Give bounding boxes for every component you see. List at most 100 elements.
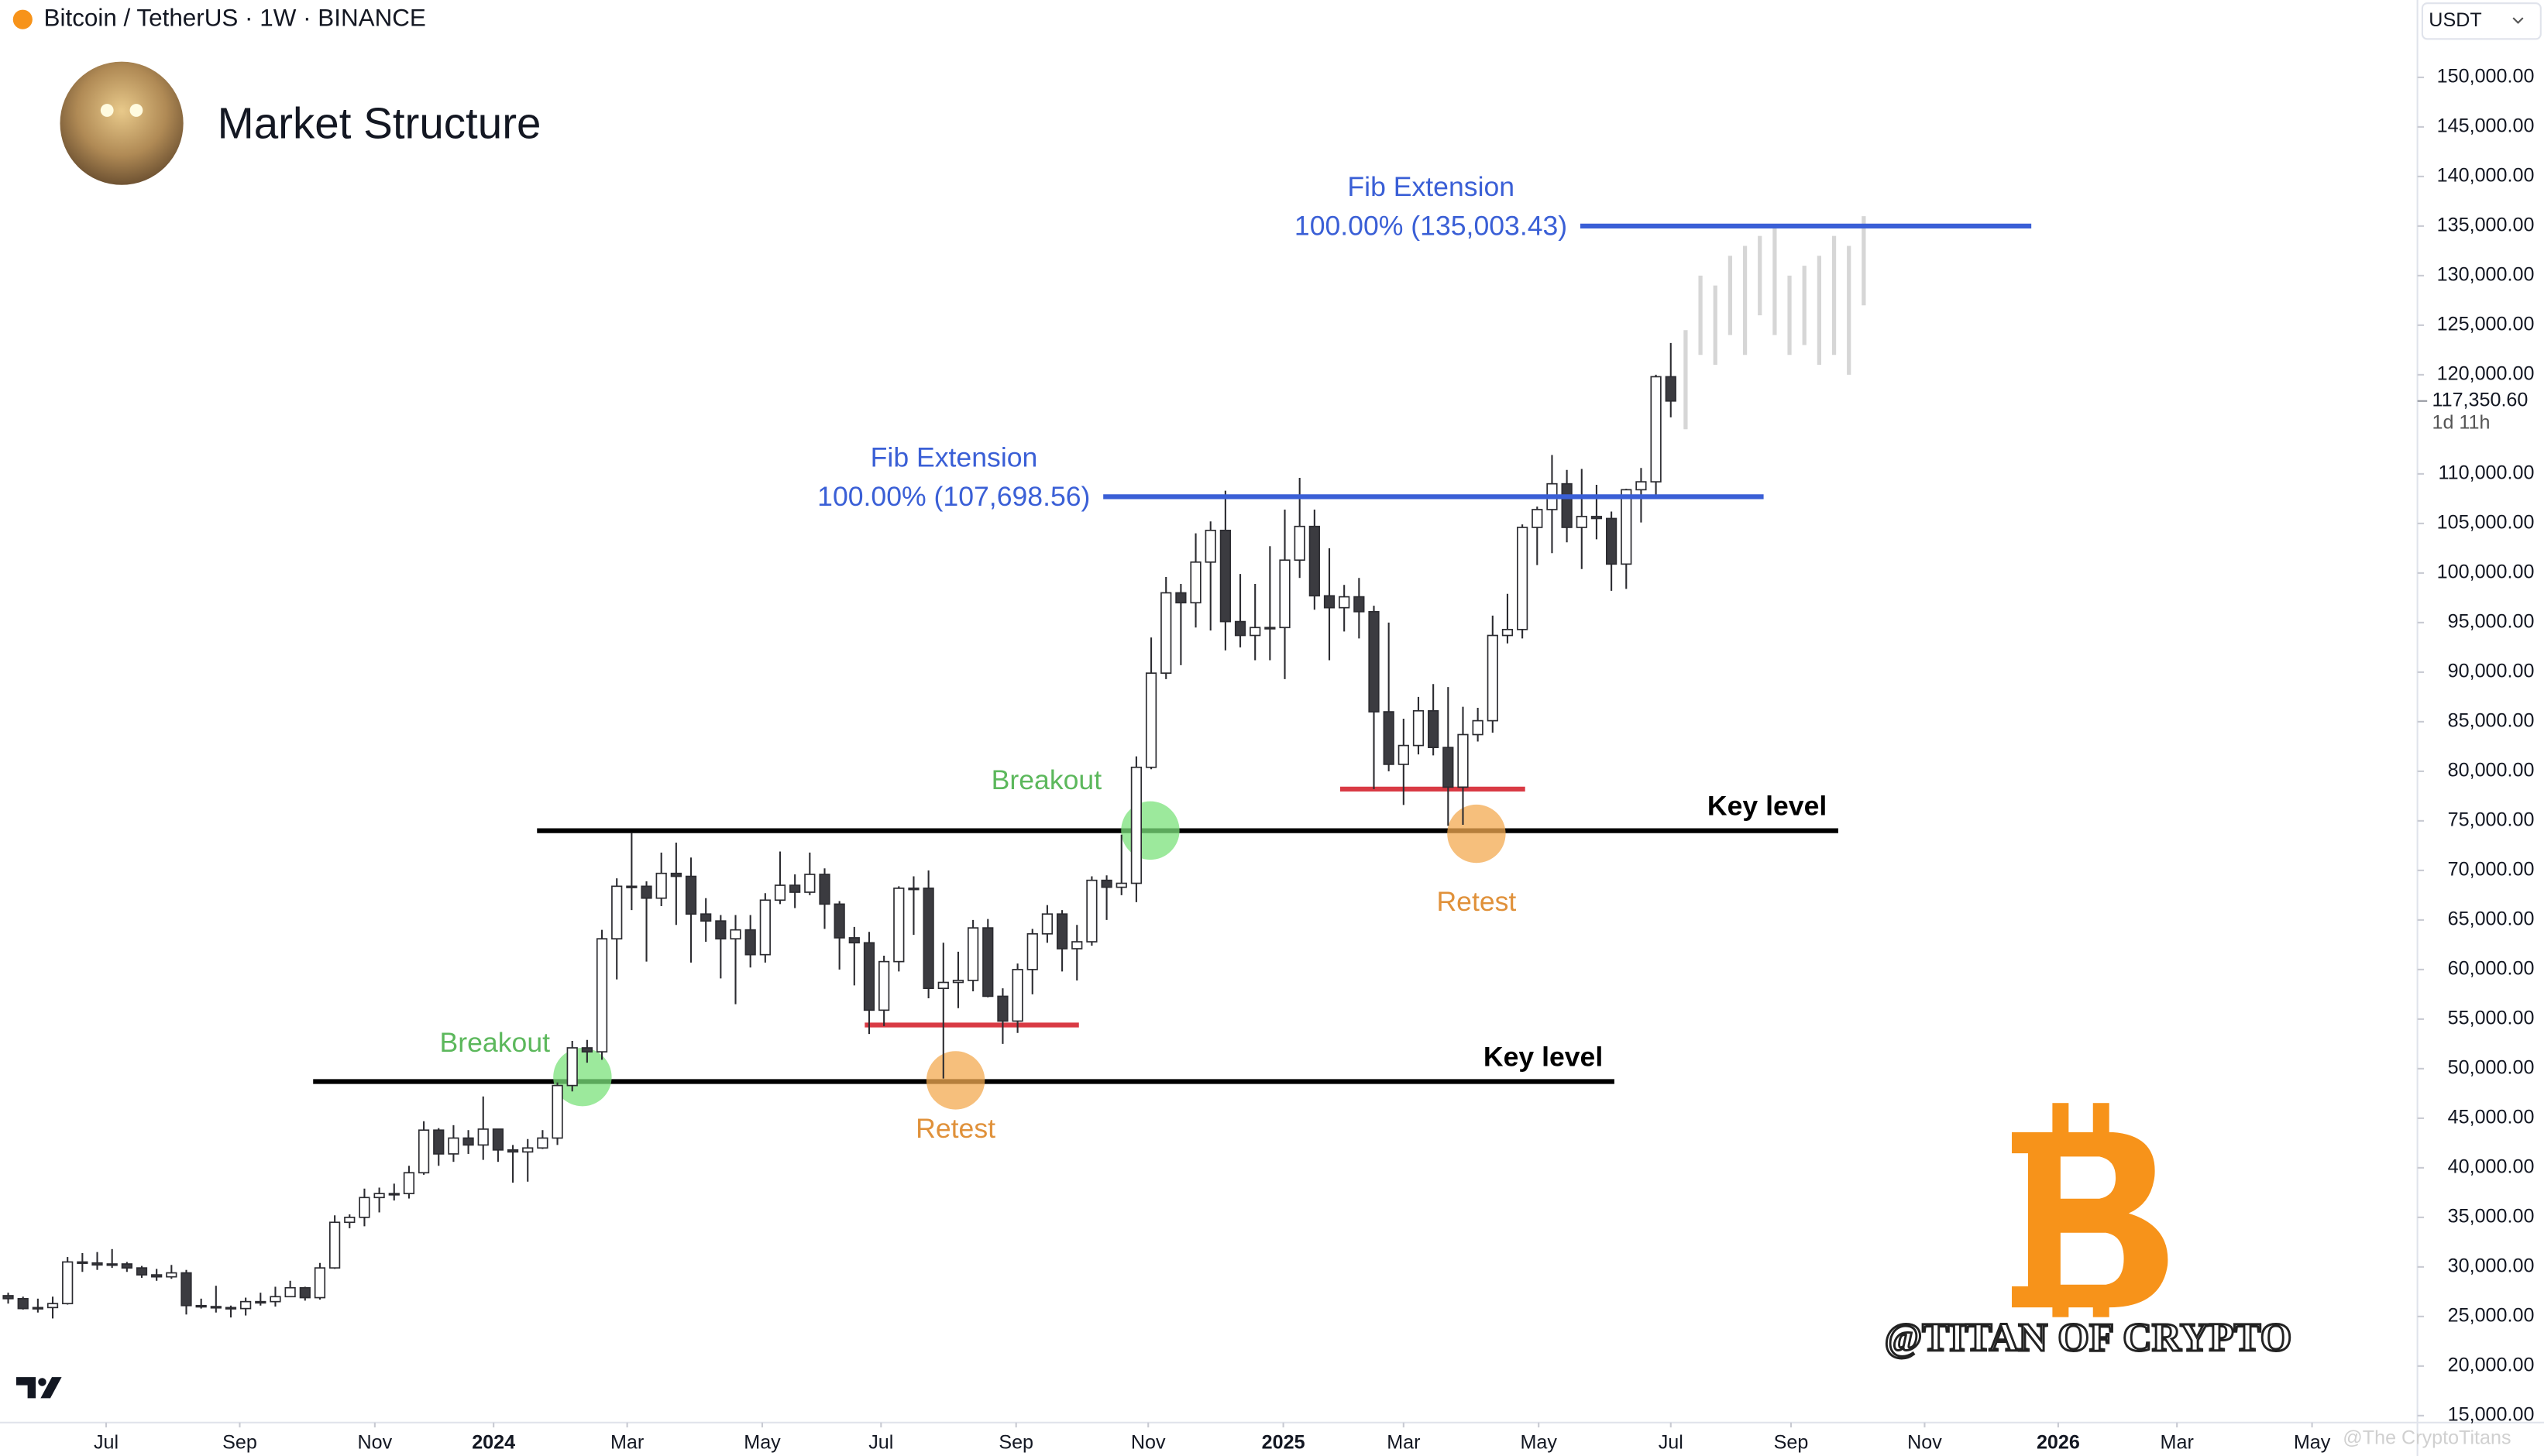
candle-body bbox=[863, 942, 875, 1011]
candle-body bbox=[1501, 628, 1514, 637]
candle-body bbox=[1576, 516, 1587, 528]
candle-body bbox=[611, 885, 623, 940]
candle-body bbox=[581, 1047, 593, 1053]
tradingview-logo bbox=[15, 1377, 62, 1399]
candle-body bbox=[1145, 672, 1157, 768]
y-tick-label: 35,000.00 bbox=[2448, 1206, 2535, 1228]
x-tick-label: 2026 bbox=[2037, 1432, 2080, 1454]
candle-body bbox=[1279, 559, 1291, 629]
candle-body bbox=[774, 884, 786, 901]
candle-body bbox=[641, 885, 652, 899]
candle-body bbox=[1472, 719, 1483, 736]
candle-body bbox=[1308, 525, 1320, 597]
candle-body bbox=[240, 1300, 252, 1310]
y-tick-label: 85,000.00 bbox=[2448, 710, 2535, 732]
candle-body bbox=[1665, 376, 1676, 402]
candle-body bbox=[1116, 882, 1127, 888]
y-tick-label: 45,000.00 bbox=[2448, 1107, 2535, 1128]
candle-body bbox=[328, 1221, 341, 1269]
countdown: 1d 11h bbox=[2432, 412, 2490, 434]
x-tick-label: Nov bbox=[1131, 1432, 1166, 1454]
last-price-label: 117,350.60 bbox=[2432, 389, 2528, 410]
candle-body bbox=[180, 1272, 192, 1307]
candle-body bbox=[1294, 525, 1305, 561]
candle-body bbox=[1323, 595, 1336, 609]
fib-label: 100.00% (135,003.43) bbox=[1294, 210, 1567, 241]
candle-body bbox=[759, 899, 771, 956]
candle-body bbox=[878, 960, 890, 1011]
candle-body bbox=[967, 927, 979, 981]
candle-body bbox=[418, 1129, 430, 1174]
currency: USDT bbox=[2429, 9, 2481, 31]
candle-body bbox=[893, 888, 905, 963]
candle-body bbox=[804, 874, 816, 893]
candle-body bbox=[1457, 733, 1469, 788]
tradingview-logo bbox=[38, 1378, 46, 1386]
candle-body bbox=[937, 981, 949, 990]
candle-body bbox=[492, 1128, 504, 1151]
candle-body bbox=[566, 1047, 578, 1087]
y-tick-label: 140,000.00 bbox=[2437, 165, 2535, 187]
candle-body bbox=[685, 875, 697, 915]
candle-body bbox=[121, 1263, 132, 1269]
candle-body bbox=[700, 913, 712, 922]
y-tick-label: 30,000.00 bbox=[2448, 1255, 2535, 1277]
candle-body bbox=[299, 1286, 311, 1299]
x-tick-label: Sep bbox=[1774, 1432, 1809, 1454]
y-tick-label: 90,000.00 bbox=[2448, 661, 2535, 682]
x-tick-label: May bbox=[2294, 1432, 2331, 1454]
candle-body bbox=[448, 1137, 459, 1155]
candle-body bbox=[952, 980, 964, 984]
y-tick-label: 135,000.00 bbox=[2437, 215, 2535, 236]
highlight-circle bbox=[1121, 801, 1180, 860]
candle-body bbox=[210, 1306, 222, 1309]
candle-body bbox=[1397, 744, 1409, 765]
candle-body bbox=[388, 1193, 400, 1196]
candle-body bbox=[106, 1263, 118, 1266]
currency-select[interactable] bbox=[2421, 2, 2542, 40]
candle-body bbox=[744, 929, 756, 956]
candle-body bbox=[477, 1128, 489, 1146]
candle-body bbox=[344, 1217, 356, 1224]
x-tick-label: May bbox=[1520, 1432, 1557, 1454]
plot: 15,000.00 20,000.00 25,000.00 30,000.00 35,0… bbox=[2, 66, 2535, 1454]
x-tick-label: Mar bbox=[2161, 1432, 2194, 1454]
candle-body bbox=[255, 1300, 266, 1304]
candle-body bbox=[1442, 747, 1454, 788]
chevron bbox=[2512, 17, 2524, 24]
key-level-label: Key level bbox=[1707, 791, 1827, 822]
watermark: @TITAN OF CRYPTO bbox=[1885, 1315, 2292, 1360]
candle-body bbox=[1175, 592, 1187, 604]
candle-body bbox=[1428, 709, 1439, 748]
candle-body bbox=[1086, 879, 1098, 943]
candle-body bbox=[730, 929, 741, 940]
y-tick-label: 70,000.00 bbox=[2448, 859, 2535, 881]
logo-part bbox=[2092, 1103, 2109, 1139]
candle-body bbox=[284, 1286, 296, 1298]
avatar bbox=[60, 61, 184, 185]
x-tick-label: Jul bbox=[868, 1432, 893, 1454]
x-tick-label: Mar bbox=[610, 1432, 644, 1454]
x-tick-label: Jul bbox=[1659, 1432, 1683, 1454]
candle-body bbox=[819, 874, 830, 905]
y-tick-label: 150,000.00 bbox=[2437, 66, 2535, 88]
y-tick-label: 40,000.00 bbox=[2448, 1156, 2535, 1178]
credit: @The CryptoTitans bbox=[2343, 1427, 2511, 1448]
y-tick-label: 65,000.00 bbox=[2448, 908, 2535, 930]
y-tick-label: 145,000.00 bbox=[2437, 115, 2535, 137]
x-tick-label: Nov bbox=[1907, 1432, 1942, 1454]
candle-body bbox=[1590, 516, 1603, 520]
fib-title: Fib Extension bbox=[871, 442, 1038, 473]
candle-body bbox=[507, 1149, 519, 1153]
candle-body bbox=[923, 888, 934, 990]
candle-body bbox=[1234, 620, 1246, 637]
candle-body bbox=[1160, 592, 1172, 674]
candle-body bbox=[789, 884, 801, 893]
breakout-label: Breakout bbox=[992, 764, 1102, 795]
avatar-eye bbox=[100, 104, 114, 117]
candle-body bbox=[151, 1274, 163, 1278]
key-level-label: Key level bbox=[1483, 1042, 1603, 1073]
y-tick-label: 75,000.00 bbox=[2448, 809, 2535, 831]
candle-body bbox=[1056, 913, 1068, 949]
